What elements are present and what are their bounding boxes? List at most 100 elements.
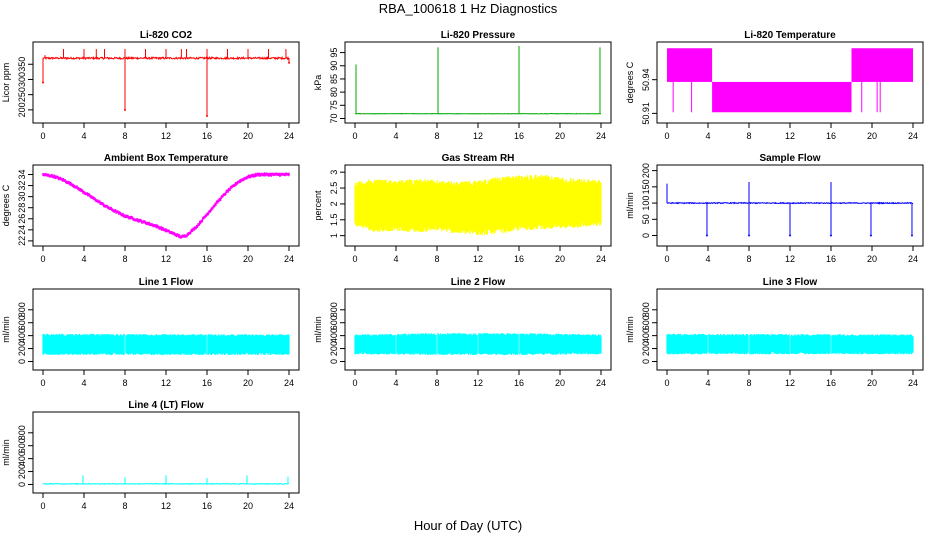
panel-9: Line 4 (LT) Flow 0 4 8 12 16 20 24 0 200400600800… (1, 400, 300, 511)
data-spike-point (830, 234, 832, 237)
data-series-band (354, 333, 602, 355)
data-band (712, 81, 852, 113)
series-group (42, 172, 290, 239)
figure-title: RBA_100618 1 Hz Diagnostics (378, 1, 558, 16)
x-tick-label: 24 (596, 254, 606, 264)
y-tick-label: 200 (17, 341, 27, 356)
panel-title: Li-820 Pressure (441, 30, 516, 41)
y-tick-label: 200 (329, 341, 339, 356)
x-tick-label: 24 (284, 254, 294, 264)
x-tick-label: 20 (243, 378, 253, 388)
y-tick-label: 1 (329, 233, 339, 238)
y-axis-label: ml/min (625, 192, 635, 219)
x-tick-label: 16 (826, 378, 836, 388)
data-series-curve (42, 172, 290, 239)
x-tick-label: 4 (705, 131, 710, 141)
y-tick-label: 800 (17, 302, 27, 317)
y-tick-label: 50.94 (641, 68, 651, 91)
x-tick-label: 0 (352, 131, 357, 141)
x-tick-label: 16 (514, 131, 524, 141)
plot-frame (656, 288, 924, 371)
x-tick-label: 20 (243, 131, 253, 141)
y-axis-label: ml/min (1, 316, 11, 343)
x-tick-label: 4 (81, 501, 86, 511)
x-tick-label: 16 (826, 254, 836, 264)
panel-title: Sample Flow (759, 153, 820, 164)
x-tick-label: 4 (705, 254, 710, 264)
x-tick-label: 8 (122, 378, 127, 388)
x-tick-label: 8 (746, 378, 751, 388)
x-tick-label: 0 (40, 254, 45, 264)
x-tick-label: 8 (122, 501, 127, 511)
x-tick-label: 20 (555, 378, 565, 388)
data-spike-point (748, 234, 750, 237)
panel-title: Li-820 Temperature (744, 30, 836, 41)
series-group (354, 333, 602, 355)
x-tick-label: 24 (596, 131, 606, 141)
x-axis-caption: Hour of Day (UTC) (413, 518, 523, 533)
series-group (42, 49, 290, 117)
y-tick-label: 300 (17, 72, 27, 87)
y-tick-label: 0 (17, 359, 27, 364)
x-tick-label: 8 (434, 254, 439, 264)
x-tick-label: 12 (785, 131, 795, 141)
panel-4: Gas Stream RH 0 4 8 12 16 20 24 1 1.5 2 2.5 3 percent (313, 153, 612, 264)
x-tick-label: 0 (352, 378, 357, 388)
x-tick-label: 24 (908, 131, 918, 141)
data-spike-point (705, 234, 708, 237)
x-tick-label: 4 (393, 131, 398, 141)
x-tick-label: 12 (161, 254, 171, 264)
y-tick-label: 30 (17, 192, 27, 202)
x-tick-label: 4 (81, 378, 86, 388)
y-tick-label: 0 (17, 482, 27, 487)
data-spike-point (206, 114, 208, 117)
x-tick-label: 0 (352, 254, 357, 264)
y-tick-label: 50.91 (641, 102, 651, 125)
series-group (42, 475, 290, 486)
x-tick-label: 8 (434, 131, 439, 141)
y-tick-label: 400 (17, 328, 27, 343)
y-tick-label: 200 (641, 163, 651, 178)
y-tick-label: 26 (17, 214, 27, 224)
data-band (851, 48, 913, 82)
y-tick-label: 28 (17, 203, 27, 213)
y-axis-label: Licor ppm (1, 63, 11, 103)
series-group (667, 48, 913, 113)
x-tick-label: 4 (705, 378, 710, 388)
x-tick-label: 12 (161, 131, 171, 141)
x-tick-label: 24 (908, 378, 918, 388)
x-tick-label: 16 (826, 131, 836, 141)
panel-1: Li-820 Pressure 0 4 8 12 16 20 24 70 75 80 85 90 95 kP… (313, 30, 612, 141)
y-tick-label: 200 (17, 102, 27, 117)
y-axis-label: degrees C (625, 61, 635, 103)
x-tick-label: 8 (434, 378, 439, 388)
x-tick-label: 16 (514, 254, 524, 264)
y-tick-label: 400 (17, 451, 27, 466)
y-tick-label: 250 (17, 87, 27, 102)
y-tick-label: 22 (17, 236, 27, 246)
y-tick-label: 800 (329, 302, 339, 317)
y-axis-label: percent (313, 190, 323, 221)
y-axis-label: ml/min (313, 316, 323, 343)
panel-title: Gas Stream RH (442, 153, 515, 164)
x-tick-label: 20 (243, 501, 253, 511)
x-tick-label: 20 (867, 378, 877, 388)
data-series-line (666, 201, 914, 205)
y-tick-label: 80 (329, 87, 339, 97)
x-tick-label: 4 (81, 131, 86, 141)
y-axis-label: degrees C (1, 184, 11, 226)
x-tick-label: 4 (81, 254, 86, 264)
panel-title: Line 4 (LT) Flow (128, 400, 204, 411)
y-tick-label: 600 (17, 315, 27, 330)
data-series-band (666, 333, 914, 355)
y-tick-label: 34 (17, 170, 27, 180)
series-group (42, 333, 290, 355)
x-tick-label: 12 (785, 378, 795, 388)
x-tick-label: 0 (664, 131, 669, 141)
y-tick-label: 2 (329, 201, 339, 206)
x-tick-label: 8 (746, 254, 751, 264)
x-tick-label: 0 (40, 378, 45, 388)
data-spike-point (869, 234, 872, 237)
